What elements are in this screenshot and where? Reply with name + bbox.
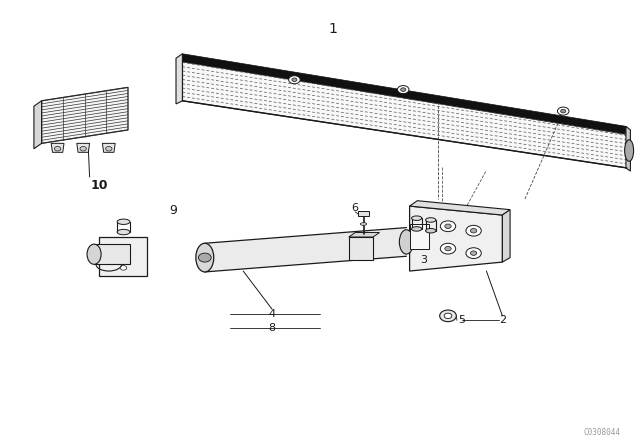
Ellipse shape (117, 229, 130, 235)
Circle shape (466, 225, 481, 236)
Circle shape (470, 251, 477, 255)
Circle shape (106, 146, 112, 151)
Text: 9: 9 (169, 204, 177, 217)
Circle shape (397, 86, 409, 94)
Polygon shape (502, 210, 510, 262)
Text: 5: 5 (459, 315, 465, 325)
Ellipse shape (412, 227, 422, 231)
Polygon shape (99, 237, 147, 276)
Circle shape (561, 109, 566, 113)
Text: C0308044: C0308044 (584, 428, 621, 437)
Circle shape (54, 146, 61, 151)
Text: 10: 10 (90, 179, 108, 193)
Circle shape (470, 228, 477, 233)
Circle shape (80, 146, 86, 151)
Circle shape (440, 221, 456, 232)
Text: 4: 4 (268, 310, 276, 319)
Text: 8: 8 (268, 323, 276, 333)
Polygon shape (94, 244, 130, 264)
Polygon shape (77, 143, 90, 152)
Polygon shape (358, 211, 369, 216)
Ellipse shape (196, 243, 214, 272)
Circle shape (440, 243, 456, 254)
Polygon shape (410, 201, 510, 215)
Ellipse shape (426, 228, 436, 233)
Text: 2: 2 (499, 315, 506, 325)
Polygon shape (182, 58, 627, 168)
Circle shape (401, 88, 406, 91)
Ellipse shape (117, 219, 130, 224)
Ellipse shape (360, 223, 367, 225)
Ellipse shape (87, 244, 101, 264)
Polygon shape (42, 87, 128, 143)
Polygon shape (102, 143, 115, 152)
Text: 6: 6 (352, 203, 358, 213)
Circle shape (444, 313, 452, 319)
Ellipse shape (399, 230, 413, 254)
Polygon shape (34, 101, 42, 149)
Circle shape (289, 76, 300, 84)
Text: 1: 1 (328, 22, 337, 36)
Circle shape (292, 78, 297, 82)
Circle shape (445, 224, 451, 228)
Polygon shape (626, 126, 630, 171)
Polygon shape (51, 143, 64, 152)
Polygon shape (182, 54, 626, 134)
Circle shape (445, 246, 451, 251)
Circle shape (440, 310, 456, 322)
Polygon shape (349, 237, 373, 260)
Ellipse shape (426, 218, 436, 222)
Polygon shape (176, 54, 182, 104)
Circle shape (557, 107, 569, 115)
Ellipse shape (625, 140, 634, 161)
Text: 3: 3 (420, 255, 427, 265)
Ellipse shape (412, 216, 422, 220)
Polygon shape (410, 206, 502, 271)
Circle shape (120, 266, 127, 270)
Polygon shape (205, 228, 406, 272)
Polygon shape (410, 224, 429, 249)
Circle shape (466, 248, 481, 258)
Circle shape (198, 253, 211, 262)
Polygon shape (349, 233, 380, 237)
